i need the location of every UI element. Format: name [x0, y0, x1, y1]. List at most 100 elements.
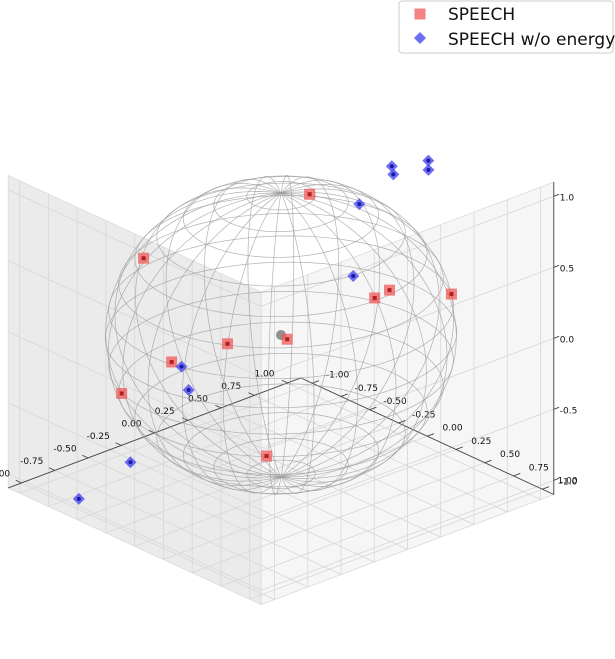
sphere-parallel: [156, 182, 406, 287]
x-tick-label: -0.75: [20, 457, 43, 467]
back-gridline-z: [261, 479, 554, 591]
speech-point-core: [307, 192, 312, 197]
x-tick-label: -1.00: [0, 469, 10, 479]
y-tick-mark: [369, 406, 377, 411]
sphere-parallel: [108, 235, 454, 380]
y-tick-label: 1.00: [558, 477, 578, 487]
speech-wo-energy-point-core: [426, 158, 431, 163]
x-tick-mark: [48, 467, 55, 471]
speech-point-core: [387, 288, 392, 293]
sphere-parallel: [108, 290, 454, 435]
y-tick-label: 0.25: [471, 437, 491, 447]
floor-gridline-y: [163, 449, 457, 560]
sphere-parallel: [134, 195, 428, 318]
legend-label-speech-wo-energy: SPEECH w/o energy: [448, 30, 615, 50]
speech-wo-energy-point-core: [76, 496, 81, 501]
y-tick-label: -1.00: [326, 371, 350, 381]
speech-point-core: [264, 454, 269, 459]
speech-point-core: [372, 295, 377, 300]
speech-wo-energy-point-core: [128, 460, 133, 465]
floor-gridline-x: [287, 382, 541, 500]
speech-point-core: [285, 337, 290, 342]
x-tick-label: 1.00: [254, 369, 274, 379]
speech-wo-energy-point-core: [351, 273, 356, 278]
left-gridline-z: [8, 189, 262, 307]
legend-label-speech: SPEECH: [448, 5, 515, 25]
legend-marker-speech-wo-energy: [414, 32, 426, 44]
z-tick-mark: [553, 193, 560, 197]
z-tick-label: 0.5: [560, 264, 574, 274]
y-tick-mark: [513, 473, 521, 477]
floor-gridline-x: [187, 420, 441, 538]
floor-gridline-y: [220, 475, 514, 587]
z-tick-label: -1.0: [560, 477, 578, 487]
y-tick-label: 0.75: [529, 463, 549, 473]
speech-point-core: [119, 391, 124, 396]
scatter-points: [72, 154, 457, 505]
speech-point-core: [449, 292, 454, 297]
sphere-parallel: [246, 459, 316, 489]
x-tick-mark: [82, 454, 89, 459]
speech-wo-energy-point-core: [389, 164, 394, 169]
sphere-parallel: [213, 437, 349, 495]
left-gridline-z: [8, 473, 262, 591]
back-gridline-z: [261, 337, 554, 449]
axes-panes: [7, 174, 555, 606]
z-tick-mark: [553, 477, 560, 481]
sphere-parallel: [118, 321, 444, 457]
z-tick-mark: [553, 264, 560, 268]
y-tick-label: 0.00: [443, 424, 463, 434]
sphere-wireframe: [104, 175, 458, 495]
speech-wo-energy-point-core: [391, 172, 396, 177]
sphere-parallel: [182, 176, 380, 258]
speech-wo-energy-point-core: [426, 167, 431, 172]
speech-point-core: [225, 341, 230, 346]
z-tick-label: 1.0: [560, 193, 575, 203]
x-tick-mark: [281, 379, 288, 384]
floor-gridline-y: [249, 488, 543, 600]
axes-gridlines: [8, 180, 554, 600]
floor-gridline-y: [192, 462, 485, 574]
x-tick-label: 0.50: [188, 394, 208, 404]
x-tick-label: -0.25: [87, 432, 110, 442]
x-tick-mark: [148, 429, 155, 434]
sphere-parallel: [104, 261, 458, 409]
y-tick-mark: [455, 446, 463, 450]
sphere-parallel: [182, 412, 380, 494]
y-tick-label: 0.50: [500, 450, 520, 460]
x-tick-mark: [115, 442, 122, 446]
x-tick-mark: [215, 404, 222, 409]
legend-frame: [398, 0, 614, 54]
z-tick-label: 0.0: [560, 335, 575, 345]
left-gridline-z: [8, 331, 262, 449]
sphere-parallel: [156, 383, 406, 488]
x-tick-label: -0.50: [53, 444, 77, 454]
back-gridline-z: [261, 266, 554, 378]
x-tick-mark: [181, 417, 188, 421]
speech-point-core: [141, 256, 146, 261]
z-tick-mark: [553, 335, 560, 339]
y-tick-mark: [427, 433, 435, 437]
y-tick-mark: [484, 459, 492, 464]
x-tick-label: 0.00: [121, 419, 141, 429]
z-tick-label: -0.5: [560, 406, 578, 416]
speech-wo-energy-point-core: [357, 202, 362, 207]
sphere-parallel: [213, 175, 349, 233]
back-gridline-z: [261, 195, 554, 307]
legend: SPEECH SPEECH w/o energy: [398, 0, 615, 54]
speech-wo-energy-point-core: [186, 388, 191, 393]
x-tick-mark: [15, 479, 22, 484]
speech-wo-energy-point-core: [179, 364, 184, 369]
sphere-parallel: [246, 181, 316, 211]
floor-gridline-x: [254, 395, 508, 513]
sphere-parallel: [134, 352, 428, 475]
left-gridline-z: [8, 260, 262, 378]
speech-point-core: [169, 359, 174, 364]
y-tick-mark: [542, 486, 550, 490]
back-gridline-z: [261, 408, 554, 520]
legend-marker-speech: [414, 8, 426, 20]
x-tick-label: 0.25: [155, 407, 175, 417]
y-tick-label: -0.25: [412, 410, 435, 420]
sphere-parallel: [118, 213, 444, 349]
